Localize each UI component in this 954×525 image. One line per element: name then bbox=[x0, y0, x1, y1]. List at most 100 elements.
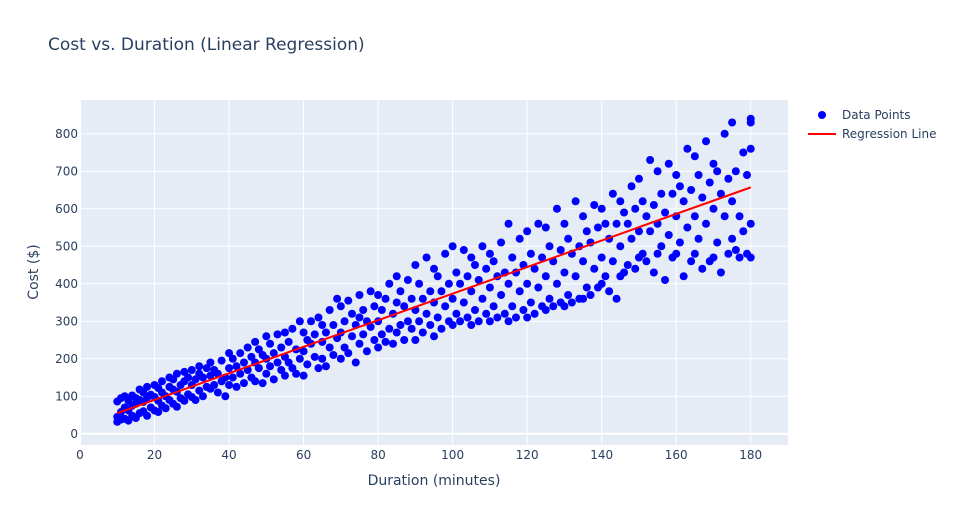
data-point bbox=[254, 345, 263, 354]
chart-title: Cost vs. Duration (Linear Regression) bbox=[48, 35, 365, 55]
data-point bbox=[452, 309, 461, 318]
data-point bbox=[679, 272, 688, 281]
data-point bbox=[616, 197, 625, 206]
data-point bbox=[288, 324, 297, 333]
data-point bbox=[318, 354, 327, 363]
data-point bbox=[675, 238, 684, 247]
data-point bbox=[336, 302, 345, 311]
data-point bbox=[225, 381, 234, 389]
x-tick-label: 40 bbox=[221, 448, 236, 462]
data-point bbox=[746, 118, 755, 127]
y-tick-label: 400 bbox=[55, 277, 78, 291]
data-point bbox=[385, 324, 394, 333]
data-point bbox=[348, 332, 357, 341]
regression-line-group bbox=[116, 186, 752, 415]
data-point bbox=[232, 382, 241, 391]
data-point bbox=[690, 152, 699, 161]
data-point bbox=[180, 367, 189, 376]
data-point bbox=[221, 392, 230, 401]
data-point bbox=[739, 148, 748, 157]
data-point bbox=[340, 343, 349, 352]
data-point bbox=[333, 294, 342, 303]
data-point bbox=[239, 379, 248, 388]
data-point bbox=[180, 396, 189, 405]
data-point bbox=[191, 396, 200, 404]
data-point bbox=[254, 364, 263, 373]
data-point bbox=[273, 330, 282, 339]
data-point bbox=[638, 197, 647, 206]
data-point bbox=[579, 294, 588, 303]
data-point bbox=[567, 298, 576, 307]
data-point bbox=[664, 231, 673, 239]
data-point bbox=[392, 328, 401, 337]
data-point bbox=[720, 129, 729, 138]
data-point bbox=[474, 276, 483, 284]
data-point bbox=[560, 219, 569, 228]
data-point bbox=[530, 264, 539, 273]
data-point bbox=[679, 197, 688, 206]
data-point bbox=[430, 332, 438, 341]
data-point bbox=[489, 257, 498, 266]
data-point bbox=[191, 375, 200, 384]
data-point bbox=[262, 369, 271, 378]
data-point bbox=[590, 201, 599, 209]
data-point bbox=[433, 313, 442, 322]
data-point bbox=[735, 253, 744, 262]
data-point bbox=[608, 189, 617, 198]
data-point bbox=[243, 343, 252, 352]
x-tick-label: 60 bbox=[296, 448, 311, 462]
x-axis-ticks: 0 20 40 60 80 100 120 140 160 180 bbox=[76, 448, 762, 462]
data-point bbox=[612, 219, 621, 228]
data-point bbox=[571, 197, 580, 206]
data-point bbox=[482, 309, 491, 318]
legend: Data Points Regression Line bbox=[808, 108, 936, 141]
x-tick-label: 120 bbox=[516, 448, 539, 462]
data-point bbox=[355, 313, 364, 322]
data-point bbox=[318, 321, 327, 329]
data-point bbox=[288, 364, 297, 373]
data-point bbox=[534, 283, 543, 292]
y-axis-title: Cost ($) bbox=[26, 244, 42, 299]
data-point bbox=[690, 249, 699, 258]
data-point bbox=[545, 242, 554, 251]
regression-line bbox=[116, 186, 752, 415]
data-point bbox=[198, 373, 207, 382]
data-point bbox=[251, 337, 260, 346]
legend-label-regression-line: Regression Line bbox=[842, 127, 936, 141]
data-point bbox=[731, 167, 740, 176]
data-point bbox=[582, 227, 591, 236]
data-point bbox=[169, 375, 178, 384]
data-point bbox=[228, 373, 237, 382]
data-point bbox=[720, 212, 729, 221]
data-point bbox=[225, 349, 234, 358]
data-point bbox=[634, 174, 643, 183]
data-point bbox=[638, 249, 647, 258]
x-tick-label: 100 bbox=[441, 448, 464, 462]
data-point bbox=[217, 356, 226, 365]
data-point bbox=[269, 375, 278, 384]
data-point bbox=[497, 291, 506, 299]
data-point bbox=[560, 302, 569, 311]
data-point bbox=[198, 392, 207, 401]
y-tick-label: 300 bbox=[55, 314, 78, 328]
data-point bbox=[441, 302, 450, 311]
data-point bbox=[653, 167, 662, 176]
data-point bbox=[184, 373, 193, 382]
data-point bbox=[702, 219, 711, 228]
grid-lines bbox=[79, 100, 788, 445]
data-point bbox=[280, 328, 289, 337]
data-point bbox=[541, 223, 550, 232]
data-point bbox=[266, 362, 275, 371]
data-point bbox=[694, 234, 703, 243]
data-point bbox=[433, 272, 442, 281]
data-point bbox=[266, 339, 275, 348]
data-point bbox=[515, 234, 524, 243]
data-point bbox=[247, 352, 256, 361]
data-point bbox=[377, 330, 386, 339]
data-point bbox=[746, 144, 755, 153]
data-point bbox=[467, 253, 476, 262]
data-point bbox=[631, 264, 640, 273]
data-point bbox=[370, 302, 379, 311]
data-point bbox=[396, 321, 405, 329]
data-point bbox=[690, 212, 699, 221]
